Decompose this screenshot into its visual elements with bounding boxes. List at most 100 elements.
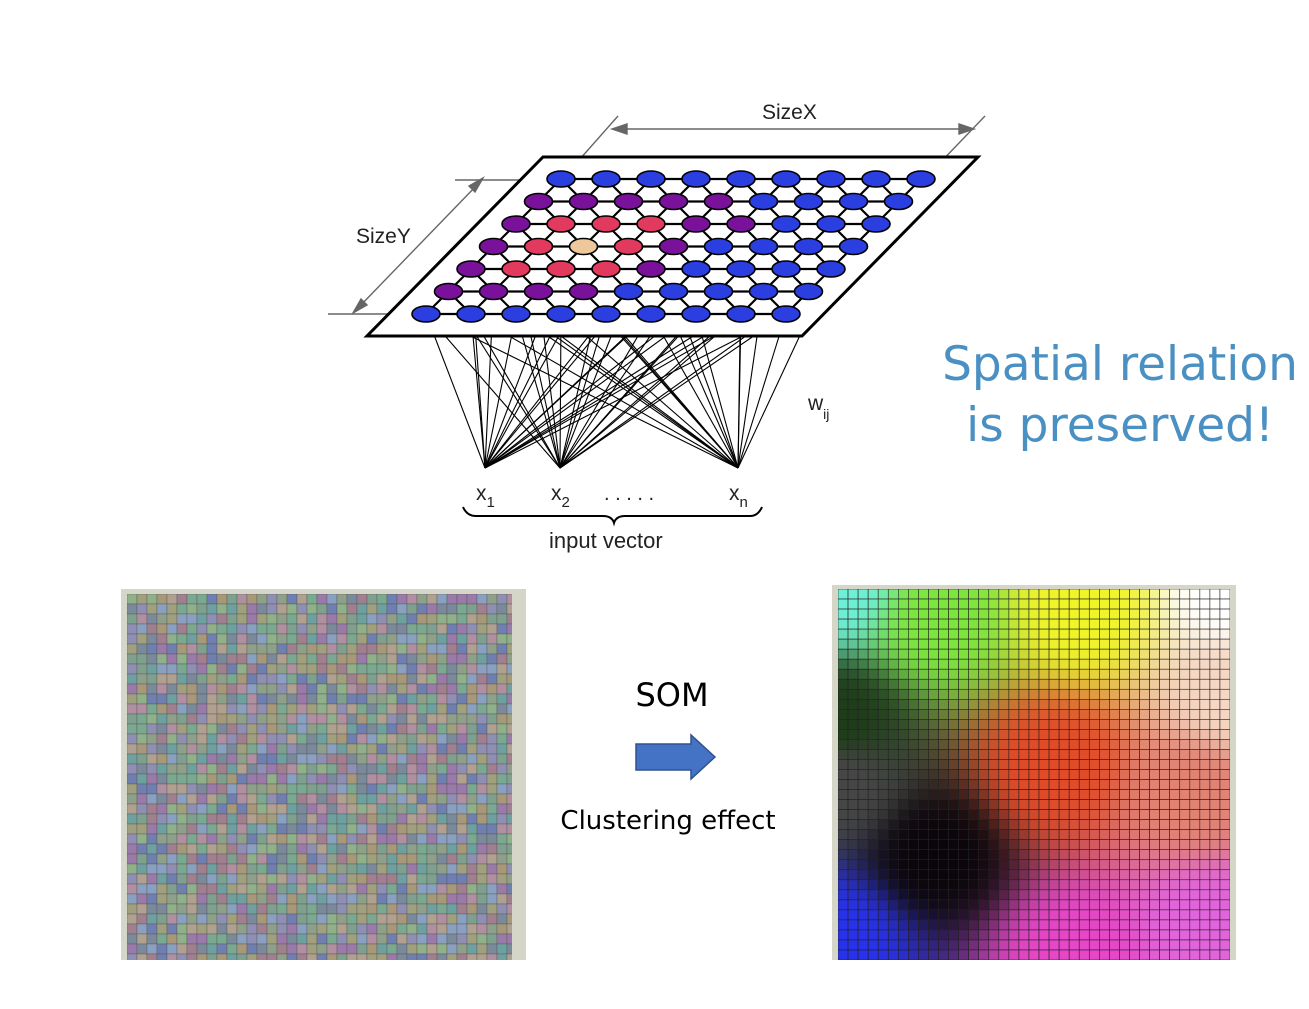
random-cell [416, 783, 428, 795]
organized-cell [1038, 589, 1050, 600]
random-cell [356, 643, 368, 655]
random-cell [166, 953, 178, 960]
organized-cell [1008, 688, 1020, 700]
organized-cell [1109, 909, 1120, 921]
organized-cell [968, 618, 980, 630]
random-cell [276, 594, 288, 605]
random-cell [416, 703, 428, 715]
random-cell [136, 863, 148, 875]
organized-cell [948, 769, 959, 780]
random-cell [146, 843, 158, 855]
organized-cell [1129, 709, 1140, 720]
organized-cell [1219, 789, 1230, 800]
organized-cell [898, 869, 909, 881]
organized-cell [1159, 839, 1170, 851]
random-cell [406, 613, 418, 625]
organized-cell [1139, 658, 1150, 670]
organized-cell [1149, 759, 1160, 770]
organized-cell [928, 759, 939, 770]
organized-cell [1109, 779, 1120, 790]
random-cell [406, 843, 418, 855]
random-cell [176, 673, 188, 685]
random-cell [486, 613, 498, 625]
lattice-node [478, 237, 509, 256]
random-cell [136, 853, 148, 865]
organized-cell [1119, 598, 1130, 610]
organized-cell [1139, 849, 1150, 861]
random-cell [256, 893, 268, 905]
organized-cell [1169, 608, 1181, 620]
organized-cell [908, 589, 919, 600]
random-cell [246, 893, 258, 905]
random-cell [186, 773, 198, 785]
organized-cell [1099, 589, 1110, 600]
organized-cell [898, 789, 909, 800]
organized-cell [998, 688, 1010, 700]
organized-cell [1139, 789, 1150, 800]
random-cell [216, 763, 228, 775]
random-cell [166, 763, 178, 775]
organized-cell [1139, 769, 1150, 780]
random-cell [246, 594, 258, 605]
organized-cell [898, 608, 909, 620]
organized-cell [1219, 759, 1230, 770]
random-cell [166, 853, 178, 865]
random-cell [496, 853, 508, 865]
organized-cell [1008, 879, 1020, 891]
random-cell [436, 923, 448, 935]
organized-cell [1068, 719, 1080, 730]
organized-cell [887, 779, 899, 790]
organized-cell [1078, 889, 1090, 901]
random-cell [306, 903, 318, 915]
random-cell [446, 943, 458, 955]
organized-cell [1149, 648, 1160, 660]
organized-cell [1139, 839, 1150, 851]
random-cell [146, 653, 158, 665]
random-cell [496, 633, 508, 645]
random-cell [316, 783, 328, 795]
random-cell [186, 703, 198, 715]
random-cell [436, 853, 448, 865]
random-cell [376, 813, 388, 825]
organized-cell [938, 849, 949, 861]
organized-cell [1018, 698, 1030, 710]
random-cell [127, 733, 138, 745]
random-cell [426, 913, 438, 925]
organized-cell [958, 879, 969, 891]
organized-cell [1189, 859, 1201, 871]
lattice-node [501, 305, 531, 323]
random-cell [376, 683, 388, 695]
organized-cell [928, 789, 939, 800]
lattice-node [501, 260, 531, 278]
organized-cell [928, 929, 939, 941]
random-cell [286, 703, 298, 715]
organized-cell [847, 849, 859, 861]
organized-cell [1008, 749, 1020, 760]
random-cell [296, 683, 308, 695]
organized-cell [1109, 598, 1120, 610]
organized-cell [1159, 678, 1170, 690]
organized-cell [1159, 759, 1170, 770]
input-x2: x2 [551, 482, 570, 511]
organized-cell [1018, 869, 1030, 881]
random-cell [456, 903, 468, 915]
random-cell [236, 594, 248, 605]
random-cell [156, 613, 168, 625]
random-cell [296, 653, 308, 665]
random-cell [266, 863, 278, 875]
organized-cell [1099, 879, 1110, 891]
organized-cell [1018, 809, 1030, 820]
random-cell [276, 663, 288, 675]
random-cell [156, 623, 168, 635]
organized-cell [1179, 668, 1191, 680]
random-cell [366, 803, 378, 815]
organized-cell [1149, 869, 1160, 881]
organized-cell [1179, 638, 1191, 650]
organized-cell [948, 949, 959, 960]
random-cell [127, 603, 138, 615]
random-cell [256, 703, 268, 715]
random-cell [127, 813, 138, 825]
organized-cell [1018, 929, 1030, 941]
organized-cell [877, 899, 889, 911]
random-cell [216, 883, 228, 895]
